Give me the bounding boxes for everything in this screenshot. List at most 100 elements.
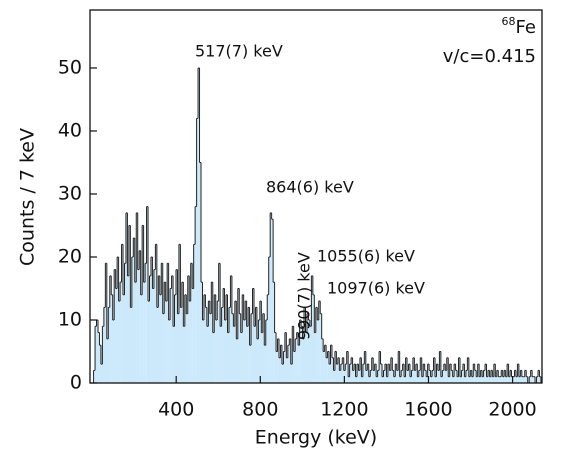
histogram-bar (445, 370, 447, 383)
histogram-bar (354, 364, 356, 383)
histogram-bar (329, 364, 331, 383)
histogram-bar (440, 376, 443, 383)
histogram-bar (95, 326, 97, 383)
histogram-bar (358, 370, 361, 383)
histogram-bar (174, 294, 177, 383)
histogram-bar (148, 301, 150, 383)
histogram-bar (454, 364, 456, 383)
histogram-bar (127, 275, 130, 383)
histogram-bar (407, 370, 409, 383)
histogram-bar (518, 376, 521, 383)
histogram-bar (164, 282, 166, 383)
histogram-bar (515, 376, 518, 383)
peak-annotation: 864(6) keV (266, 178, 354, 197)
histogram-bar (305, 332, 308, 383)
peak-annotation: 990(7) keV (295, 252, 314, 340)
histogram-bar (178, 244, 181, 383)
histogram-bar (239, 313, 241, 383)
histogram-bar (377, 370, 380, 383)
histogram-bar (333, 370, 336, 383)
histogram-bar (496, 370, 499, 383)
histogram-bar (265, 319, 268, 383)
histogram-bar (383, 370, 386, 383)
histogram-bar (212, 332, 215, 383)
histogram-bar (352, 370, 355, 383)
histogram-bar (402, 364, 405, 383)
histogram-bar (125, 212, 128, 383)
histogram-bar (461, 370, 464, 383)
histogram-bar (156, 307, 159, 383)
histogram-bar (433, 357, 436, 383)
histogram-bar (243, 319, 246, 383)
histogram-bar (214, 294, 216, 383)
histogram-bar (184, 294, 187, 383)
histogram-bar (181, 282, 184, 383)
histogram-bar (504, 370, 506, 383)
histogram-bar (226, 294, 228, 383)
histogram-bar (280, 345, 283, 383)
histogram-bar (348, 376, 350, 383)
histogram-bar (308, 319, 311, 383)
histogram-bar (355, 376, 358, 383)
histogram-bar (301, 326, 303, 383)
histogram-bar (336, 364, 339, 383)
histogram-bar (218, 263, 221, 383)
y-tick-label: 0 (70, 372, 82, 394)
histogram-bar (146, 206, 149, 383)
histogram-bar (501, 370, 503, 383)
histogram-bar (411, 370, 414, 383)
histogram-bar (346, 351, 349, 383)
histogram-bar (180, 307, 183, 383)
peak-annotation: 1097(6) keV (327, 279, 425, 298)
histogram-bar (351, 357, 353, 383)
histogram-bar (446, 357, 449, 383)
histogram-bar (115, 288, 118, 383)
histogram-bar (167, 263, 169, 383)
histogram-bar (489, 376, 492, 383)
histogram-bar (337, 357, 340, 383)
histogram-bar (109, 275, 112, 383)
y-tick-label: 10 (58, 308, 82, 330)
histogram-bar (449, 364, 452, 383)
histogram-bar (370, 370, 372, 383)
histogram-bar (367, 364, 369, 383)
histogram-bar (490, 370, 493, 383)
histogram-bar (320, 313, 322, 383)
histogram-bar (162, 313, 165, 383)
histogram-bar (521, 376, 524, 383)
histogram-bar (505, 376, 508, 383)
histogram-bar (468, 376, 471, 383)
histogram-bar (298, 345, 300, 383)
histogram-bar (277, 338, 280, 383)
histogram-bar (139, 250, 141, 383)
histogram-bar (293, 351, 296, 383)
histogram-bar (253, 326, 256, 383)
histogram-bar (304, 307, 306, 383)
histogram-bar (374, 364, 377, 383)
histogram-bar (498, 376, 500, 383)
histogram-bar (292, 326, 294, 383)
histogram-bar (342, 357, 344, 383)
histogram-bar (526, 376, 528, 383)
histogram-bar (436, 364, 439, 383)
histogram-bar (273, 282, 275, 383)
histogram-bar (392, 370, 394, 383)
histogram-bar (464, 376, 467, 383)
y-tick-label: 50 (58, 56, 82, 78)
histogram-bar (409, 376, 412, 383)
histogram-bar (474, 370, 477, 383)
histogram-bar (228, 307, 231, 383)
histogram-bar (529, 376, 531, 383)
histogram-bar (262, 313, 265, 383)
histogram-bar (483, 370, 486, 383)
histogram-bar (442, 370, 445, 383)
histogram-bar (124, 263, 127, 383)
histogram-bar (412, 357, 415, 383)
histogram-bar (514, 370, 517, 383)
histogram-bar (152, 288, 155, 383)
histogram-bar (334, 351, 337, 383)
histogram-bar (290, 364, 293, 383)
histogram-bar (359, 357, 362, 383)
histogram-bar (145, 263, 147, 383)
